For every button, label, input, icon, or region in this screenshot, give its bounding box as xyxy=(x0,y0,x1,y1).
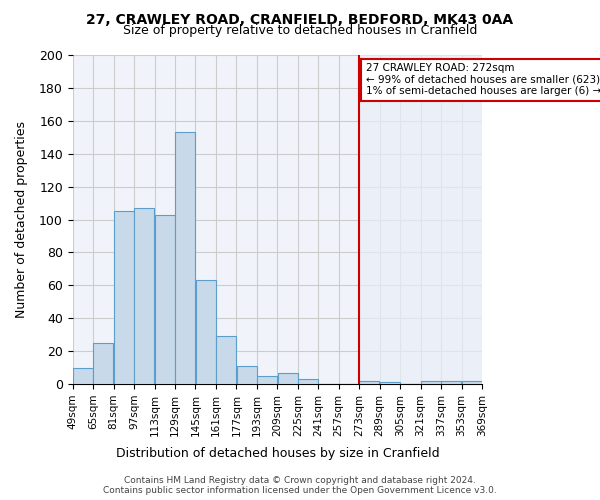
Text: Size of property relative to detached houses in Cranfield: Size of property relative to detached ho… xyxy=(123,24,477,37)
X-axis label: Distribution of detached houses by size in Cranfield: Distribution of detached houses by size … xyxy=(116,447,439,460)
Bar xyxy=(441,381,461,384)
Bar xyxy=(359,381,379,384)
Bar xyxy=(114,212,134,384)
Bar xyxy=(298,379,318,384)
Text: 27, CRAWLEY ROAD, CRANFIELD, BEDFORD, MK43 0AA: 27, CRAWLEY ROAD, CRANFIELD, BEDFORD, MK… xyxy=(86,12,514,26)
Bar xyxy=(216,336,236,384)
Bar xyxy=(175,132,195,384)
Bar xyxy=(134,208,154,384)
Bar xyxy=(73,368,93,384)
Bar xyxy=(257,376,277,384)
Bar xyxy=(462,381,482,384)
Text: 27 CRAWLEY ROAD: 272sqm
← 99% of detached houses are smaller (623)
1% of semi-de: 27 CRAWLEY ROAD: 272sqm ← 99% of detache… xyxy=(365,63,600,96)
Bar xyxy=(421,381,441,384)
Bar xyxy=(155,214,175,384)
Text: Contains HM Land Registry data © Crown copyright and database right 2024.
Contai: Contains HM Land Registry data © Crown c… xyxy=(103,476,497,495)
Bar xyxy=(278,372,298,384)
Bar xyxy=(196,280,216,384)
Bar xyxy=(236,366,257,384)
Bar xyxy=(359,55,482,384)
Y-axis label: Number of detached properties: Number of detached properties xyxy=(15,121,28,318)
Bar xyxy=(94,343,113,384)
Bar xyxy=(380,382,400,384)
